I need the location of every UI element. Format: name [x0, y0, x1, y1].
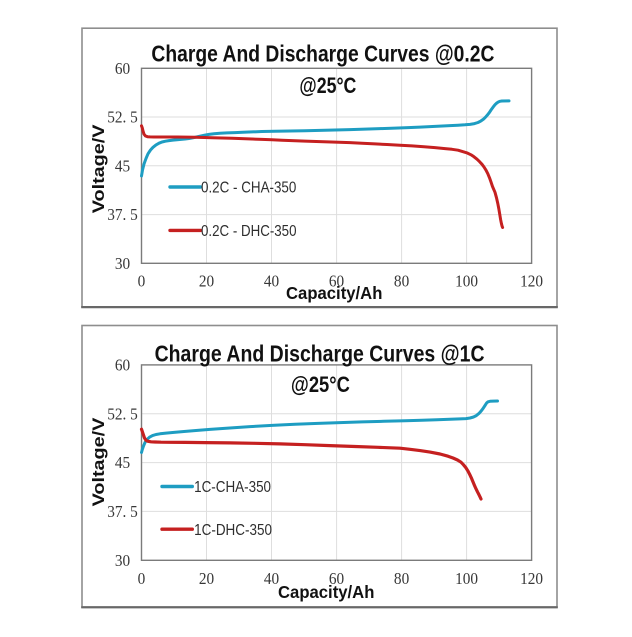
svg-text:52. 5: 52. 5 [107, 109, 138, 127]
svg-text:45: 45 [115, 455, 130, 473]
svg-text:30: 30 [115, 552, 130, 570]
svg-text:Voltage/V: Voltage/V [88, 417, 107, 507]
svg-text:80: 80 [394, 570, 409, 588]
svg-text:20: 20 [199, 273, 214, 291]
svg-text:40: 40 [264, 273, 279, 291]
svg-text:@25°C: @25°C [291, 374, 350, 398]
svg-text:1C-DHC-350: 1C-DHC-350 [194, 522, 272, 539]
svg-text:0: 0 [138, 570, 146, 588]
svg-text:60: 60 [329, 570, 344, 588]
svg-text:52. 5: 52. 5 [107, 406, 138, 424]
svg-text:0.2C - CHA-350: 0.2C - CHA-350 [201, 180, 296, 197]
svg-text:Capacity/Ah: Capacity/Ah [278, 583, 374, 602]
svg-text:120: 120 [520, 570, 543, 588]
svg-text:37. 5: 37. 5 [107, 503, 138, 521]
svg-text:40: 40 [264, 570, 279, 588]
svg-text:20: 20 [199, 570, 214, 588]
svg-text:60: 60 [115, 357, 130, 375]
svg-text:60: 60 [115, 60, 130, 78]
svg-text:45: 45 [115, 158, 130, 176]
svg-text:80: 80 [394, 273, 409, 291]
svg-text:100: 100 [455, 570, 478, 588]
svg-text:Voltage/V: Voltage/V [88, 124, 107, 214]
svg-text:100: 100 [455, 273, 478, 291]
svg-text:60: 60 [329, 273, 344, 291]
svg-text:Charge And Discharge Curves @0: Charge And Discharge Curves @0.2C [151, 41, 494, 67]
svg-text:@25°C: @25°C [299, 74, 356, 98]
svg-text:37. 5: 37. 5 [107, 206, 138, 224]
svg-text:120: 120 [520, 273, 543, 291]
svg-text:0: 0 [138, 273, 146, 291]
svg-text:Charge And Discharge Curves @1: Charge And Discharge Curves @1C [155, 340, 485, 367]
svg-text:1C-CHA-350: 1C-CHA-350 [194, 479, 271, 496]
svg-text:Capacity/Ah: Capacity/Ah [286, 284, 382, 303]
svg-text:30: 30 [115, 255, 130, 273]
svg-text:0.2C - DHC-350: 0.2C - DHC-350 [201, 223, 296, 240]
